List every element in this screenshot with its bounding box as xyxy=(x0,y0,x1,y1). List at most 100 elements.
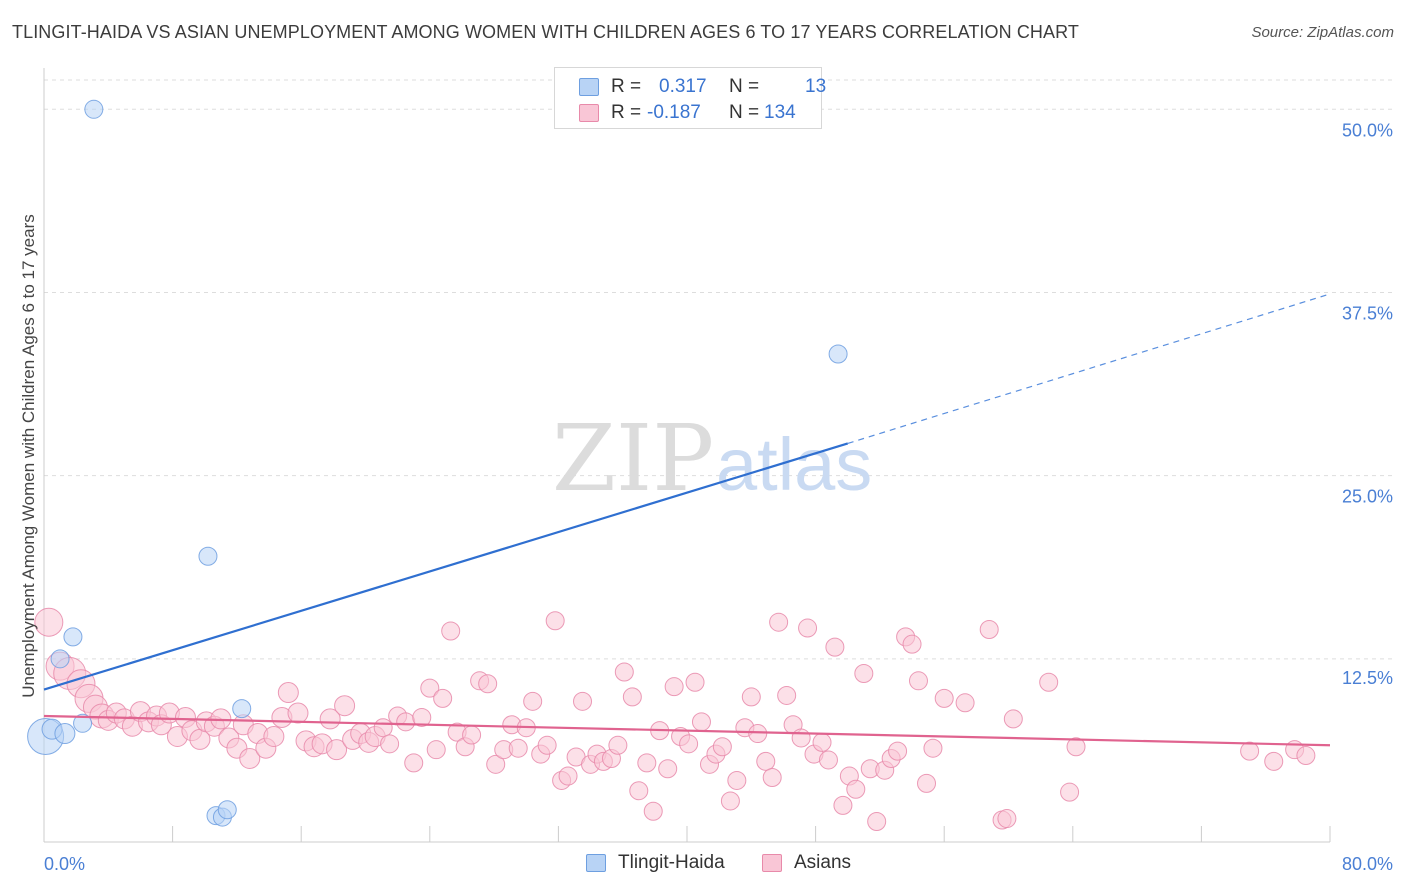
tlingit-haida-point xyxy=(217,800,237,820)
asians-point xyxy=(263,725,285,747)
legend-r-label: R = xyxy=(611,76,642,97)
tlingit-haida-point xyxy=(54,723,76,745)
asians-point xyxy=(825,637,845,657)
asians-point xyxy=(756,751,776,771)
asians-point xyxy=(818,750,838,770)
legend-r-value: -0.187 xyxy=(647,102,701,123)
trend-line-asians xyxy=(43,714,1331,747)
trend-line-tlingit-haida-extension xyxy=(847,293,1331,444)
asians-point xyxy=(614,662,634,682)
bottom-legend-swatch-asians xyxy=(762,854,782,872)
watermark-atlas: atlas xyxy=(716,423,872,506)
legend-swatch-asians xyxy=(579,104,599,122)
chart-title: TLINGIT-HAIDA VS ASIAN UNEMPLOYMENT AMON… xyxy=(12,22,1080,42)
asians-point xyxy=(1066,737,1086,757)
bottom-legend: Tlingit-Haida Asians xyxy=(0,852,1406,878)
watermark: ZIP atlas xyxy=(552,405,872,512)
asians-point xyxy=(537,735,557,755)
asians-point xyxy=(1240,741,1260,761)
asians-point xyxy=(1264,751,1284,771)
legend-r-value: 0.317 xyxy=(659,76,707,97)
x-tick-label: 0.0% xyxy=(44,854,85,874)
bottom-legend-label-tlingit-haida: Tlingit-Haida xyxy=(618,852,725,873)
tlingit-haida-point xyxy=(828,344,848,364)
legend-n-label: N = xyxy=(729,102,760,123)
legend-swatch-tlingit-haida xyxy=(579,78,599,96)
asians-point xyxy=(380,734,400,754)
asians-point xyxy=(712,737,732,757)
asians-point xyxy=(277,682,299,704)
asians-point xyxy=(629,781,649,801)
asians-point xyxy=(769,612,789,632)
y-axis-label: Unemployment Among Women with Children A… xyxy=(19,214,38,698)
trend-lines xyxy=(43,293,1331,747)
asians-point xyxy=(955,693,975,713)
asians-point xyxy=(426,740,446,760)
y-tick-label: 12.5% xyxy=(1342,668,1393,688)
bottom-legend-label-asians: Asians xyxy=(794,852,852,873)
asians-point xyxy=(558,766,578,786)
legend-r-label: R = xyxy=(611,102,642,123)
asians-point xyxy=(608,735,628,755)
asians-point xyxy=(420,678,440,698)
asians-point xyxy=(833,795,853,815)
asians-point xyxy=(373,718,393,738)
legend-n-value: 134 xyxy=(764,102,796,123)
asians-point xyxy=(867,811,887,831)
tick-labels: 12.5% 25.0% 37.5% 50.0% 0.0% 80.0% xyxy=(44,120,1393,874)
asians-point xyxy=(934,688,954,708)
asians-point xyxy=(658,759,678,779)
tlingit-haida-point xyxy=(50,649,70,669)
asians-point xyxy=(791,728,811,748)
asians-point xyxy=(523,691,543,711)
asians-point xyxy=(997,809,1017,829)
asians-point xyxy=(979,620,999,640)
asians-point xyxy=(679,734,699,754)
asians-point xyxy=(691,712,711,732)
chart-source: Source: ZipAtlas.com xyxy=(1251,24,1394,41)
asians-point xyxy=(319,708,341,730)
legend: R = 0.317 N = 13 R = -0.187 N = 134 xyxy=(554,67,826,129)
asians-point xyxy=(762,768,782,788)
asians-point xyxy=(643,801,663,821)
asians-point xyxy=(637,753,657,773)
asians-point xyxy=(478,674,498,694)
asians-point xyxy=(902,634,922,654)
bottom-legend-swatch-tlingit-haida xyxy=(586,854,606,872)
series-tlingit-haida xyxy=(27,99,848,827)
asians-point xyxy=(908,671,928,691)
asians-point xyxy=(846,779,866,799)
asians-point xyxy=(917,773,937,793)
asians-point xyxy=(748,724,768,744)
asians-point xyxy=(777,685,797,705)
watermark-zip: ZIP xyxy=(552,405,714,512)
asians-point xyxy=(486,754,506,774)
asians-point xyxy=(1296,746,1316,766)
asians-point xyxy=(545,611,565,631)
y-tick-label: 37.5% xyxy=(1342,303,1393,323)
asians-point xyxy=(798,618,818,638)
asians-point xyxy=(854,663,874,683)
asians-point xyxy=(412,707,432,727)
asians-point xyxy=(462,725,482,745)
asians-point xyxy=(404,753,424,773)
asians-point xyxy=(441,621,461,641)
tlingit-haida-point xyxy=(63,627,83,647)
asians-point xyxy=(888,741,908,761)
asians-point xyxy=(1003,709,1023,729)
tlingit-haida-point xyxy=(198,546,218,566)
asians-point xyxy=(812,732,832,752)
asians-point xyxy=(720,791,740,811)
asians-point xyxy=(685,672,705,692)
series-asians xyxy=(34,607,1316,831)
asians-point xyxy=(727,770,747,790)
tlingit-haida-point xyxy=(84,99,104,119)
tlingit-haida-point xyxy=(73,713,93,733)
asians-point xyxy=(622,687,642,707)
legend-n-label: N = xyxy=(729,76,760,97)
y-tick-label: 50.0% xyxy=(1342,120,1393,140)
asians-point xyxy=(433,688,453,708)
asians-point xyxy=(326,739,348,761)
y-tick-label: 25.0% xyxy=(1342,487,1393,507)
